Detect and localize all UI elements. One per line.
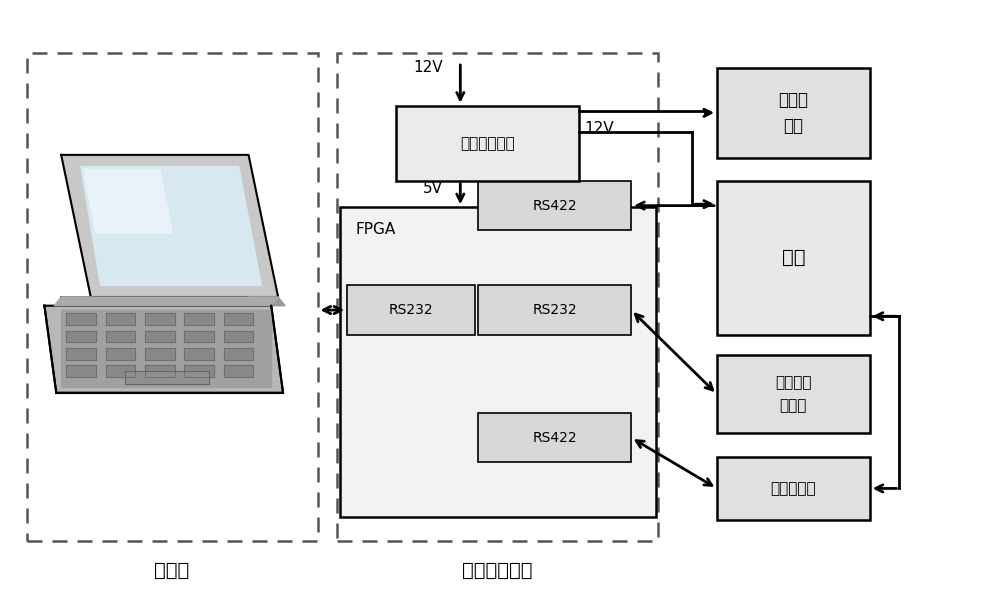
Polygon shape — [61, 309, 271, 387]
Bar — [337, 53, 658, 541]
Bar — [717, 68, 870, 158]
Text: 5V: 5V — [423, 181, 443, 196]
Polygon shape — [184, 331, 214, 342]
Bar — [27, 53, 318, 541]
Polygon shape — [81, 166, 261, 285]
Polygon shape — [184, 348, 214, 359]
Polygon shape — [224, 348, 253, 359]
Polygon shape — [106, 331, 135, 342]
Text: 转台控制
计算机: 转台控制 计算机 — [775, 375, 812, 413]
Polygon shape — [106, 365, 135, 377]
Bar — [347, 285, 475, 334]
Bar — [478, 181, 631, 230]
Text: 转台: 转台 — [782, 248, 805, 267]
Text: RS232: RS232 — [389, 303, 434, 317]
Text: FPGA: FPGA — [355, 222, 395, 236]
Text: 12V: 12V — [584, 121, 613, 136]
Polygon shape — [66, 313, 96, 325]
Polygon shape — [125, 371, 209, 384]
Polygon shape — [84, 169, 173, 233]
Text: RS422: RS422 — [532, 198, 577, 213]
Polygon shape — [145, 313, 175, 325]
Text: RS232: RS232 — [532, 303, 577, 317]
Polygon shape — [106, 348, 135, 359]
Polygon shape — [224, 331, 253, 342]
Polygon shape — [66, 365, 96, 377]
Polygon shape — [145, 348, 175, 359]
Polygon shape — [224, 365, 253, 377]
Polygon shape — [145, 365, 175, 377]
Polygon shape — [44, 306, 283, 393]
Polygon shape — [249, 297, 285, 306]
Bar — [717, 457, 870, 520]
Polygon shape — [61, 297, 101, 306]
Bar — [717, 355, 870, 434]
Text: 上位机: 上位机 — [154, 561, 190, 580]
Text: 数据采集系统: 数据采集系统 — [462, 561, 533, 580]
Text: 12V: 12V — [413, 61, 443, 75]
Polygon shape — [61, 155, 278, 297]
Polygon shape — [54, 297, 278, 306]
Polygon shape — [184, 313, 214, 325]
Text: 绝对编码器: 绝对编码器 — [771, 481, 816, 496]
Polygon shape — [66, 348, 96, 359]
Bar — [396, 106, 579, 181]
Polygon shape — [145, 331, 175, 342]
Polygon shape — [66, 331, 96, 342]
Text: 二次电源装置: 二次电源装置 — [460, 136, 515, 151]
Bar — [478, 413, 631, 462]
Bar — [478, 285, 631, 334]
Polygon shape — [106, 313, 135, 325]
Text: RS422: RS422 — [532, 431, 577, 445]
Bar — [340, 207, 656, 517]
Polygon shape — [184, 365, 214, 377]
Bar — [717, 181, 870, 334]
Polygon shape — [224, 313, 253, 325]
Text: 微机电
系统: 微机电 系统 — [778, 91, 808, 135]
